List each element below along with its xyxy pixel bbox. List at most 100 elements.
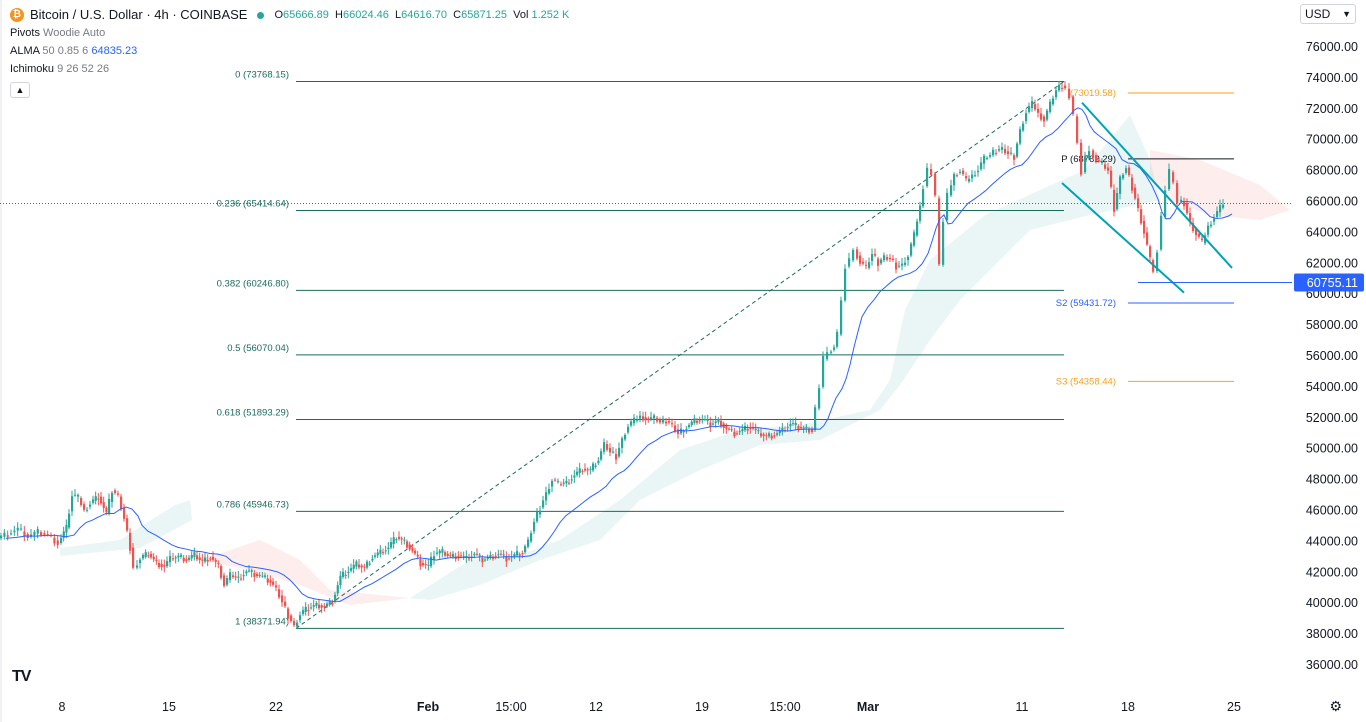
candle-body — [797, 426, 800, 430]
candle-body — [701, 419, 704, 421]
candle-body — [23, 531, 26, 537]
candle-body — [336, 585, 339, 594]
candle-body — [704, 419, 707, 421]
candle-body — [0, 535, 3, 539]
candle-body — [92, 499, 95, 503]
candle-body — [762, 434, 765, 436]
candle-body — [272, 581, 275, 585]
candle-body — [1068, 88, 1071, 99]
candle-body — [275, 585, 278, 588]
candle-body — [989, 155, 992, 157]
candle-body — [685, 428, 688, 430]
candle-body — [1072, 96, 1075, 115]
candle-body — [152, 556, 155, 560]
candle-body — [573, 475, 576, 478]
gear-icon[interactable]: ⚙ — [1329, 698, 1342, 714]
candle-body — [1172, 172, 1175, 183]
fib-level-label: 0.618 (51893.29) — [217, 407, 289, 418]
candle-body — [374, 555, 377, 557]
symbol-title[interactable]: Bitcoin / U.S. Dollar · 4h · COINBASE — [30, 7, 248, 22]
candle-body — [527, 539, 530, 547]
candle-body — [1164, 190, 1167, 217]
candle-body — [1119, 176, 1122, 194]
candle-body — [326, 603, 329, 607]
candle-body — [144, 552, 147, 557]
candle-body — [600, 451, 603, 460]
candle-body — [524, 546, 527, 553]
candle-body — [198, 557, 201, 561]
candle-body — [206, 559, 209, 562]
candle-body — [185, 558, 188, 562]
candle-body — [980, 162, 983, 170]
candle-body — [226, 578, 229, 585]
candle-body — [720, 420, 723, 427]
candle-body — [530, 533, 533, 542]
x-tick-label: Feb — [417, 700, 440, 714]
candle-body — [859, 255, 862, 264]
candle-body — [136, 565, 139, 568]
candle-body — [822, 356, 825, 387]
fib-trend-line — [295, 81, 1065, 629]
candle-body — [217, 563, 220, 565]
indicator-alma[interactable]: ALMA 50 0.85 6 64835.23 — [10, 45, 138, 57]
candle-body — [868, 262, 871, 268]
candle-body — [360, 565, 363, 568]
candle-body — [1076, 116, 1079, 143]
candle-body — [548, 489, 551, 494]
collapse-legend-button[interactable]: ▲ — [10, 82, 30, 98]
candle-body — [83, 504, 86, 510]
candle-body — [662, 418, 665, 423]
candle-body — [621, 438, 624, 448]
candle-body — [760, 433, 763, 437]
candle-body — [717, 419, 720, 422]
candle-body — [424, 564, 427, 566]
candle-body — [240, 578, 243, 580]
candle-body — [956, 175, 959, 177]
candle-body — [126, 518, 129, 531]
candle-body — [344, 574, 347, 576]
candle-body — [959, 171, 962, 173]
candle-body — [62, 531, 65, 538]
indicator-ichimoku[interactable]: Ichimoku 9 26 52 26 — [10, 63, 110, 75]
candle-body — [342, 571, 345, 577]
candle-body — [366, 561, 369, 568]
candle-body — [992, 149, 995, 156]
candle-body — [105, 507, 108, 513]
candle-body — [1156, 252, 1159, 272]
candle-body — [730, 429, 733, 431]
candle-body — [603, 442, 606, 452]
candle-body — [77, 495, 80, 497]
candle-body — [111, 492, 114, 503]
candle-body — [513, 554, 516, 557]
candle-body — [86, 509, 89, 511]
candle-body — [494, 555, 497, 557]
candle-body — [1146, 232, 1149, 245]
candle-body — [264, 575, 267, 577]
candle-body — [1201, 238, 1204, 241]
candle-body — [174, 557, 177, 559]
indicator-pivots[interactable]: Pivots Woodie Auto — [10, 27, 106, 39]
candle-body — [781, 427, 784, 432]
candle-body — [597, 460, 600, 464]
y-tick-label: 66000.00 — [1306, 195, 1358, 209]
candle-body — [248, 570, 251, 572]
candle-body — [1043, 116, 1046, 122]
candle-body — [653, 415, 656, 419]
candle-body — [910, 243, 913, 256]
candle-body — [1022, 123, 1025, 131]
candle-body — [334, 594, 337, 602]
currency-select[interactable]: USD ▼ — [1300, 4, 1356, 24]
candle-body — [117, 493, 120, 495]
candle-body — [741, 428, 744, 432]
candle-body — [433, 556, 436, 560]
candle-body — [16, 527, 19, 531]
candle-body — [659, 420, 662, 423]
candle-body — [907, 256, 910, 261]
candle-body — [836, 331, 839, 347]
currency-label: USD — [1305, 7, 1331, 21]
candle-body — [1080, 142, 1083, 175]
y-tick-label: 38000.00 — [1306, 627, 1358, 641]
candle-body — [1113, 189, 1116, 212]
candle-body — [562, 482, 565, 484]
